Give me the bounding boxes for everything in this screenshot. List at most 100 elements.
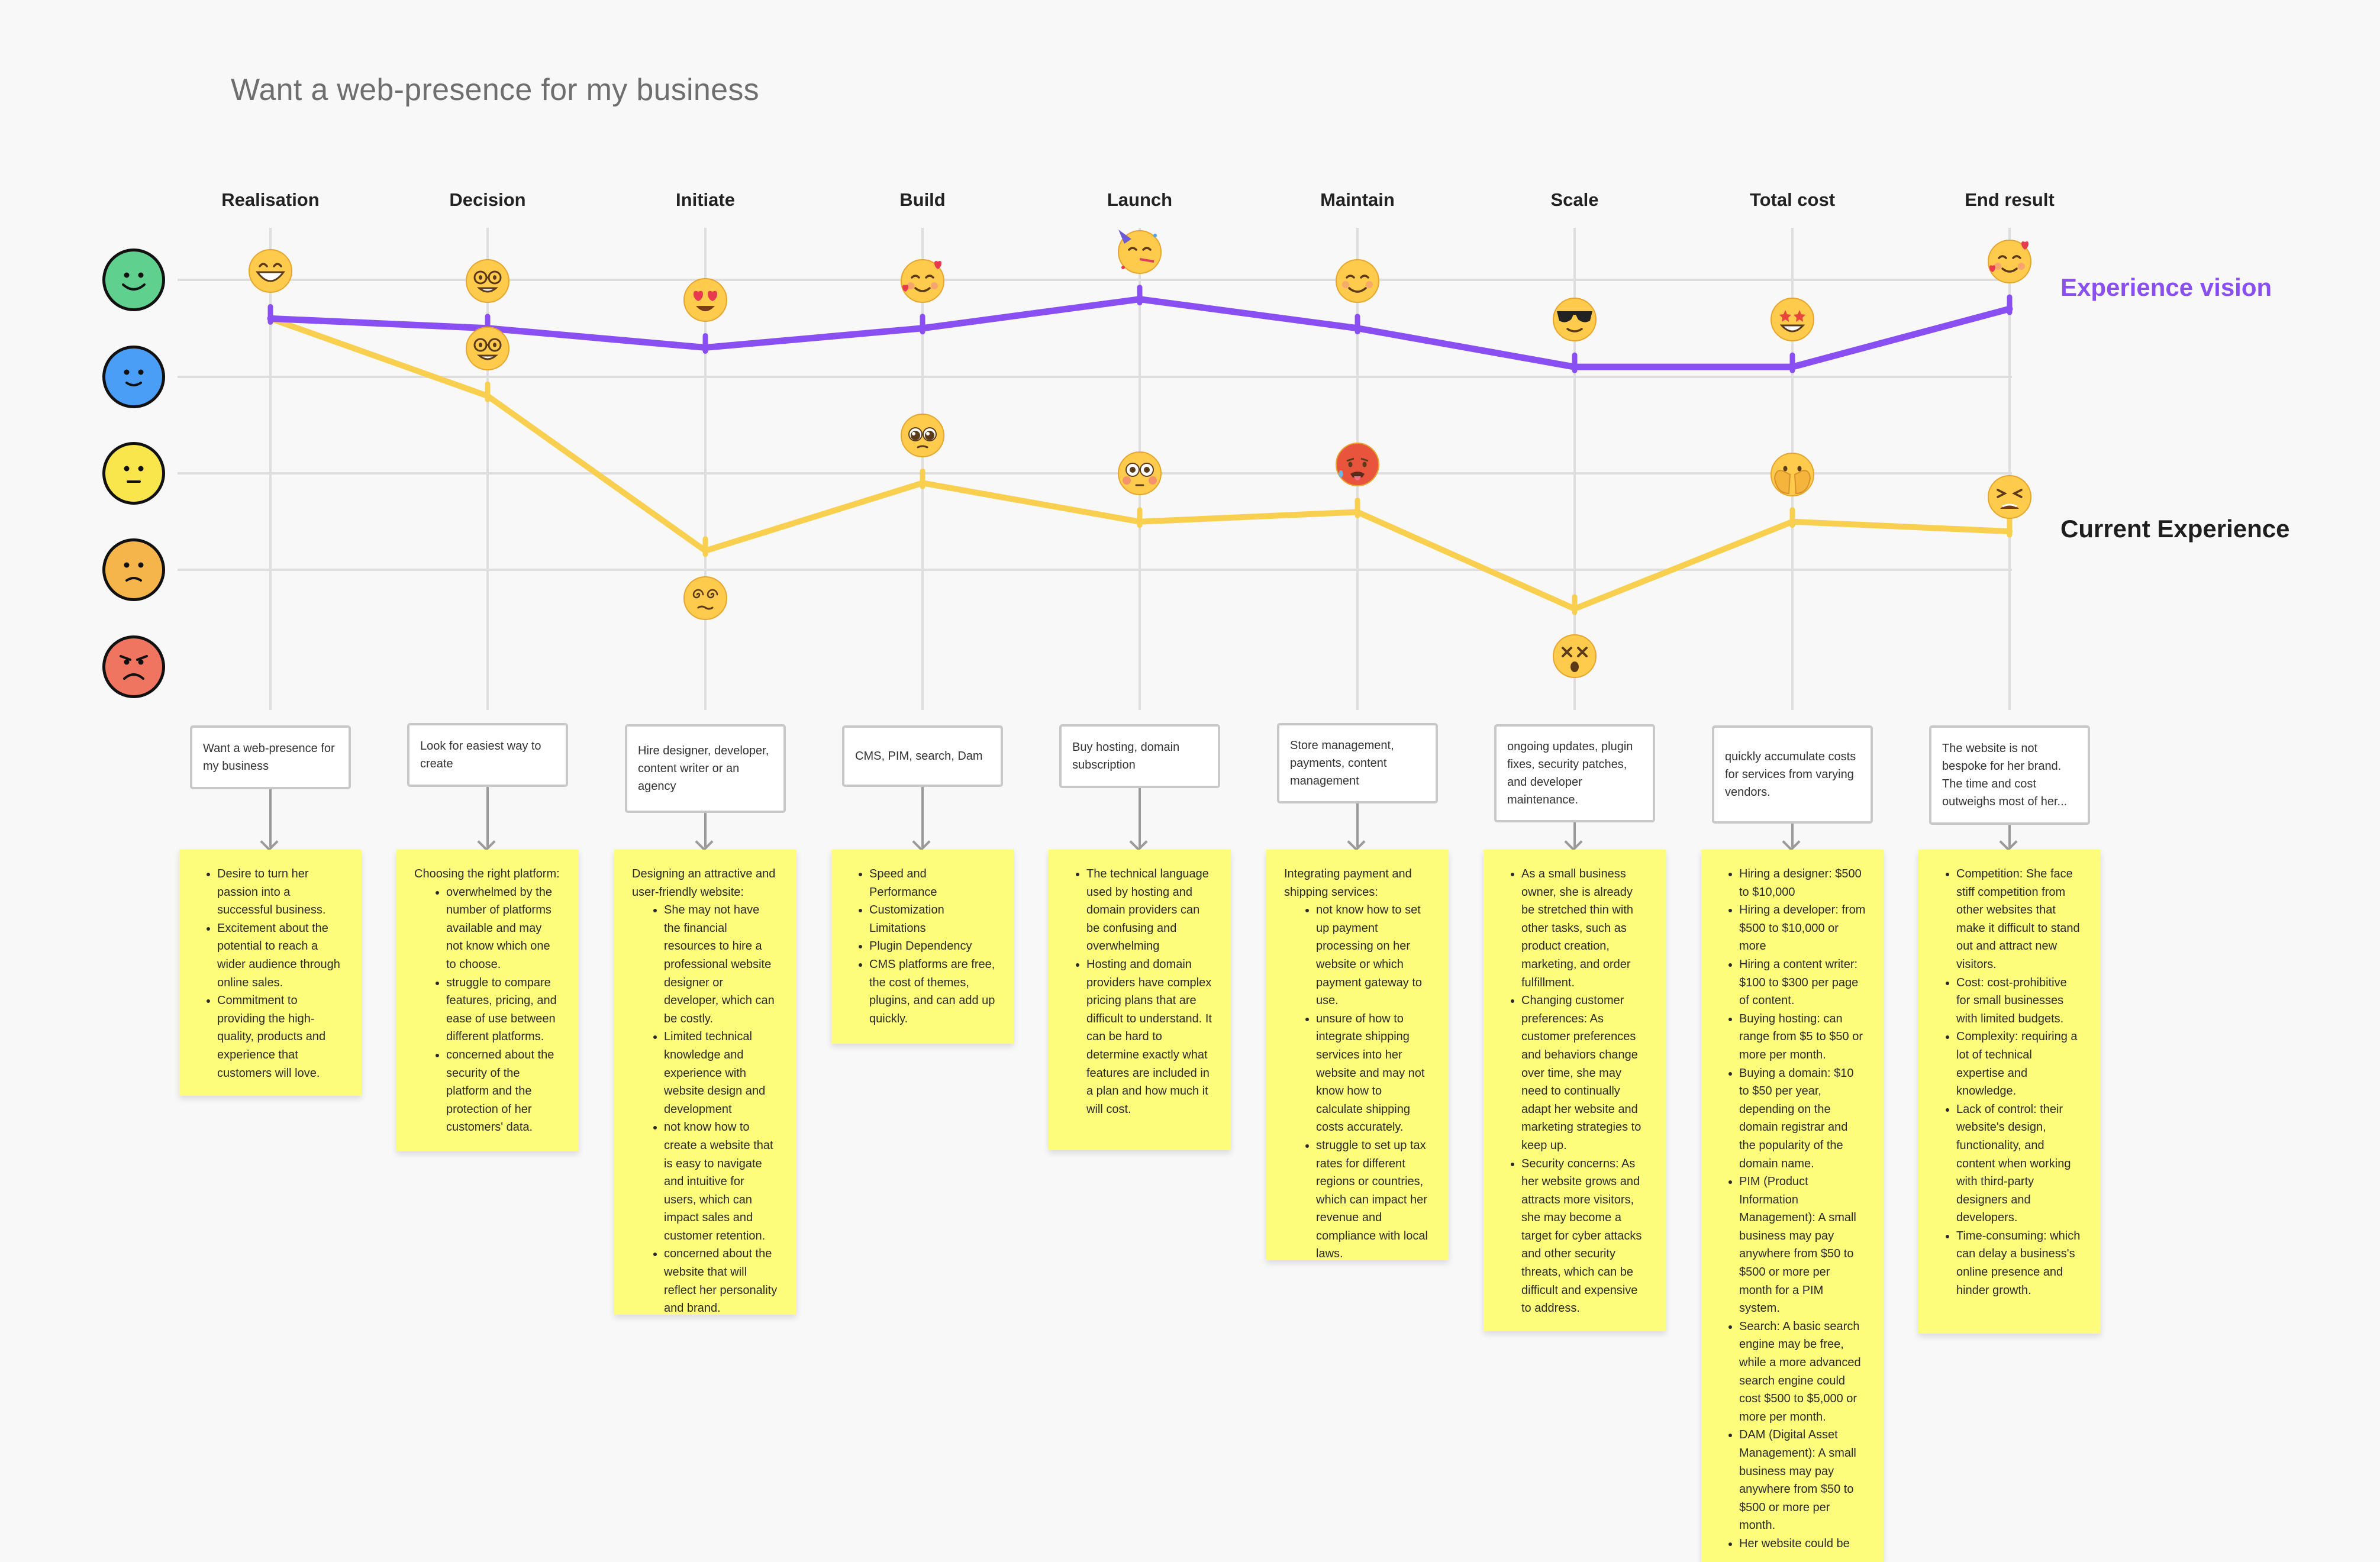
sticky-note-item: Commitment to providing the high-quality… (217, 992, 344, 1082)
sticky-note-item: Complexity: requiring a lot of technical… (1956, 1028, 2083, 1100)
partying-face-icon (1116, 228, 1163, 276)
down-arrow-icon (704, 813, 707, 847)
nerd-face-icon (464, 257, 511, 305)
sticky-note-list: Desire to turn her passion into a succes… (197, 865, 344, 1082)
flushed-face-icon (1116, 450, 1163, 497)
sticky-note-item: Changing customer preferences: As custom… (1521, 992, 1648, 1154)
stage-label-scale: Scale (1550, 189, 1599, 210)
sticky-note-item: Time-consuming: which can delay a busine… (1956, 1227, 2083, 1299)
stage-label-maintain: Maintain (1320, 189, 1395, 210)
touchpoint-text: Store management, payments, content mana… (1290, 739, 1394, 788)
sticky-note-item: Speed and Performance (869, 865, 996, 901)
sticky-note-list: Competition: She face stiff competition … (1936, 865, 2083, 1299)
peeking-hands-face-icon (1769, 451, 1816, 498)
sticky-note-intro: Designing an attractive and user-friendl… (632, 867, 776, 899)
hot-sweating-face-icon (1334, 441, 1381, 488)
sticky-note-item: Her website could be (1739, 1535, 1866, 1553)
touchpoint-card: ongoing updates, plugin fixes, security … (1494, 724, 1655, 822)
stage-label-decision: Decision (449, 189, 526, 210)
neutral-face-icon (102, 442, 165, 505)
sticky-note-item: not know how to create a website that is… (664, 1118, 779, 1245)
star-struck-face-icon (1769, 296, 1816, 343)
down-arrow-icon (1139, 788, 1141, 847)
touchpoint-card: Look for easiest way to create (407, 723, 568, 787)
stage-label-build: Build (899, 189, 946, 210)
touchpoint-text: The website is not bespoke for her brand… (1942, 742, 2068, 808)
touchpoint-card: Store management, payments, content mana… (1277, 723, 1438, 803)
angry-face-icon (102, 635, 165, 698)
sticky-note-list: The technical language used by hosting a… (1066, 865, 1213, 1118)
sticky-note-item: struggle to compare features, pricing, a… (446, 974, 561, 1046)
sticky-note-item: Plugin Dependency (869, 937, 996, 956)
sticky-note-item: Limited technical knowledge and experien… (664, 1028, 779, 1118)
sticky-note-item: PIM (Product Information Management): A … (1739, 1173, 1866, 1318)
touchpoint-card: CMS, PIM, search, Dam (842, 725, 1003, 787)
very-happy-face-icon (102, 248, 165, 311)
sticky-note-item: Hiring a content writer: $100 to $300 pe… (1739, 956, 1866, 1010)
sticky-note-item: struggle to set up tax rates for differe… (1316, 1137, 1431, 1260)
smiling-face-icon (1334, 257, 1381, 305)
touchpoint-text: Hire designer, developer, content writer… (638, 744, 769, 793)
sticky-note-item: Hosting and domain providers have comple… (1086, 956, 1213, 1118)
down-arrow-icon (1791, 824, 1794, 847)
down-arrow-icon (269, 789, 272, 847)
sticky-note-item: The technical language used by hosting a… (1086, 865, 1213, 956)
sticky-note-item: concerned about the website that will re… (664, 1245, 779, 1315)
touchpoint-card: Want a web-presence for my business (190, 725, 351, 789)
sticky-note-item: She may not have the financial resources… (664, 901, 779, 1028)
sticky-note-list: She may not have the financial resources… (632, 901, 779, 1315)
sticky-note-list: overwhelmed by the number of platforms a… (414, 883, 561, 1137)
sticky-note-item: not know how to set up payment processin… (1316, 901, 1431, 1010)
touchpoint-text: ongoing updates, plugin fixes, security … (1507, 740, 1633, 806)
down-arrow-icon (2008, 825, 2011, 847)
sticky-note-list: not know how to set up payment processin… (1284, 901, 1431, 1260)
sticky-note-item: Desire to turn her passion into a succes… (217, 865, 344, 919)
touchpoint-text: Buy hosting, domain subscription (1072, 741, 1180, 772)
sticky-note-intro: Integrating payment and shipping service… (1284, 867, 1412, 899)
dizzy-x-eyes-face-icon (1551, 632, 1598, 680)
down-arrow-icon (921, 787, 924, 847)
touchpoint-text: CMS, PIM, search, Dam (855, 750, 983, 763)
stage-label-realisation: Realisation (221, 189, 320, 210)
sticky-note-item: unsure of how to integrate shipping serv… (1316, 1010, 1431, 1137)
touchpoint-text: Want a web-presence for my business (203, 742, 335, 773)
sticky-note-item: Buying hosting: can range from $5 to $50… (1739, 1010, 1866, 1064)
sticky-note-item: Security concerns: As her website grows … (1521, 1155, 1648, 1318)
sunglasses-face-icon (1551, 296, 1598, 343)
grinning-face-icon (247, 247, 294, 295)
current-legend-label: Current Experience (2060, 515, 2290, 543)
stage-label-initiate: Initiate (676, 189, 735, 210)
stage-label-end-result: End result (1965, 189, 2055, 210)
touchpoint-card: Buy hosting, domain subscription (1059, 724, 1220, 788)
stage-label-launch: Launch (1107, 189, 1173, 210)
sticky-note-list: As a small business owner, she is alread… (1501, 865, 1648, 1318)
stage-label-total-cost: Total cost (1749, 189, 1836, 210)
sticky-note-intro: Choosing the right platform: (414, 867, 560, 880)
touchpoint-card: quickly accumulate costs for services fr… (1712, 725, 1873, 824)
vision-legend-label: Experience vision (2060, 273, 2272, 301)
touchpoint-text: Look for easiest way to create (420, 740, 541, 770)
page-title: Want a web-presence for my business (231, 73, 759, 107)
sticky-note-item: Lack of control: their website's design,… (1956, 1100, 2083, 1227)
nerd-face-icon (464, 325, 511, 372)
sticky-note-list: Speed and PerformanceCustomization Limit… (849, 865, 996, 1028)
down-arrow-icon (1356, 803, 1359, 847)
sticky-note-item: Competition: She face stiff competition … (1956, 865, 2083, 974)
pleading-face-icon (899, 412, 946, 459)
touchpoint-card: Hire designer, developer, content writer… (625, 724, 786, 813)
sticky-note-item: DAM (Digital Asset Management): A small … (1739, 1426, 1866, 1535)
sticky-note: Speed and PerformanceCustomization Limit… (831, 850, 1014, 1044)
unhappy-face-icon (102, 538, 165, 601)
sticky-note-item: Hiring a designer: $500 to $10,000 (1739, 865, 1866, 901)
tired-face-icon (1986, 473, 2033, 521)
happy-face-icon (102, 346, 165, 408)
sticky-note-item: concerned about the security of the plat… (446, 1046, 561, 1137)
touchpoint-card: The website is not bespoke for her brand… (1929, 725, 2090, 825)
heart-eyes-face-icon (682, 276, 729, 324)
sticky-note-item: As a small business owner, she is alread… (1521, 865, 1648, 992)
smiling-face-with-hearts-icon (1986, 238, 2033, 285)
touchpoint-text: quickly accumulate costs for services fr… (1725, 750, 1856, 799)
smiling-face-with-hearts-icon (899, 257, 946, 305)
sticky-note: Competition: She face stiff competition … (1918, 850, 2101, 1334)
sticky-note-item: Search: A basic search engine may be fre… (1739, 1318, 1866, 1427)
